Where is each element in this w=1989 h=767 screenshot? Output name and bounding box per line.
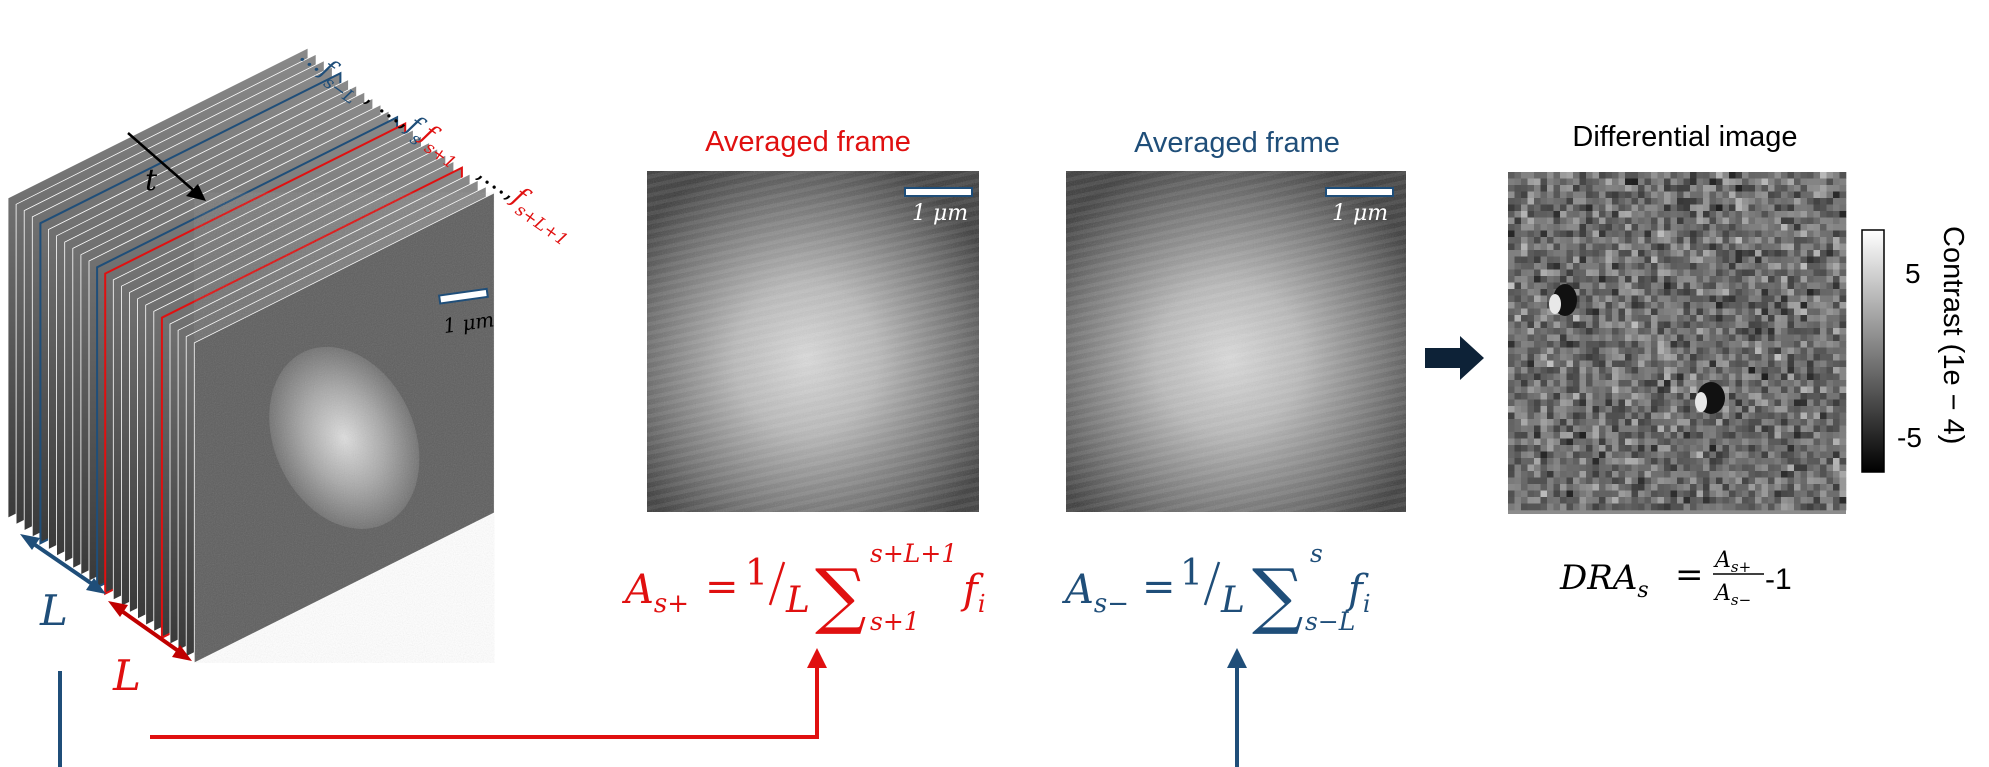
averaged-frame-blue-image <box>1066 171 1406 512</box>
svg-text:L: L <box>1220 580 1245 621</box>
frame-sub-s-plus-L-plus-1: s+L+1 <box>511 200 571 250</box>
equation-A-s-minus: As− = 1 L ∑ s s−L fi <box>1061 539 1371 637</box>
svg-text:fi: fi <box>1345 567 1371 618</box>
L-blue-arrow <box>20 534 106 594</box>
svg-text:1: 1 <box>1180 553 1203 594</box>
svg-text:DRAs: DRAs <box>1559 558 1649 603</box>
colorbar: 5 -5 Contrast (1e − 4) <box>1861 226 1969 473</box>
stack-scalebar: 1 μm <box>438 287 496 338</box>
averaged-frame-blue-scalebar: 1 μm <box>1325 187 1394 226</box>
front-frame-noise <box>194 192 495 663</box>
svg-text:As−: As− <box>1713 581 1751 609</box>
L-red-arrow <box>108 601 192 661</box>
svg-text:s+L+1: s+L+1 <box>870 539 957 568</box>
svg-text:L: L <box>785 580 810 621</box>
averaged-frame-red-title: Averaged frame <box>705 126 911 158</box>
svg-text:As+: As+ <box>1713 548 1751 576</box>
svg-text:=: = <box>1142 564 1176 610</box>
svg-text:=: = <box>705 564 739 610</box>
colorbar-title: Contrast (1e − 4) <box>1937 226 1969 444</box>
svg-text:s−L: s−L <box>1305 607 1355 636</box>
differential-image <box>1508 172 1847 514</box>
blue-flow-arrow <box>58 648 1247 767</box>
L-red-label: L <box>112 651 141 700</box>
svg-text:∑: ∑ <box>1252 553 1303 637</box>
red-scalebar-label: 1 μm <box>912 201 968 226</box>
equation-DRA: DRAs = As+ As− -1 <box>1559 548 1792 609</box>
red-flow-arrow <box>150 648 827 739</box>
svg-text:As+: As+ <box>621 567 689 619</box>
svg-text:-1: -1 <box>1765 563 1792 596</box>
colorbar-tick-bottom: -5 <box>1897 422 1922 453</box>
time-label: t <box>145 163 158 198</box>
blue-scalebar-label: 1 μm <box>1332 201 1388 226</box>
frame-stack <box>7 47 495 664</box>
svg-text:=: = <box>1675 555 1704 595</box>
averaged-frame-red-image <box>647 171 979 512</box>
equation-A-s-plus: As+ = 1 L ∑ s+L+1 s+1 fi <box>621 539 986 637</box>
svg-text:1: 1 <box>745 553 768 594</box>
differential-image-title: Differential image <box>1572 121 1797 153</box>
svg-text:s+1: s+1 <box>870 607 920 636</box>
svg-text:fi: fi <box>960 567 986 618</box>
colorbar-tick-top: 5 <box>1905 258 1921 289</box>
averaged-frame-red-scalebar: 1 μm <box>904 187 973 226</box>
averaged-frame-blue-title: Averaged frame <box>1134 127 1340 159</box>
result-arrow-icon <box>1425 336 1484 380</box>
L-blue-label: L <box>39 586 68 635</box>
svg-text:As−: As− <box>1061 567 1129 619</box>
time-arrow: t <box>127 132 206 201</box>
svg-text:s: s <box>1310 539 1323 568</box>
svg-text:∑: ∑ <box>815 553 866 637</box>
